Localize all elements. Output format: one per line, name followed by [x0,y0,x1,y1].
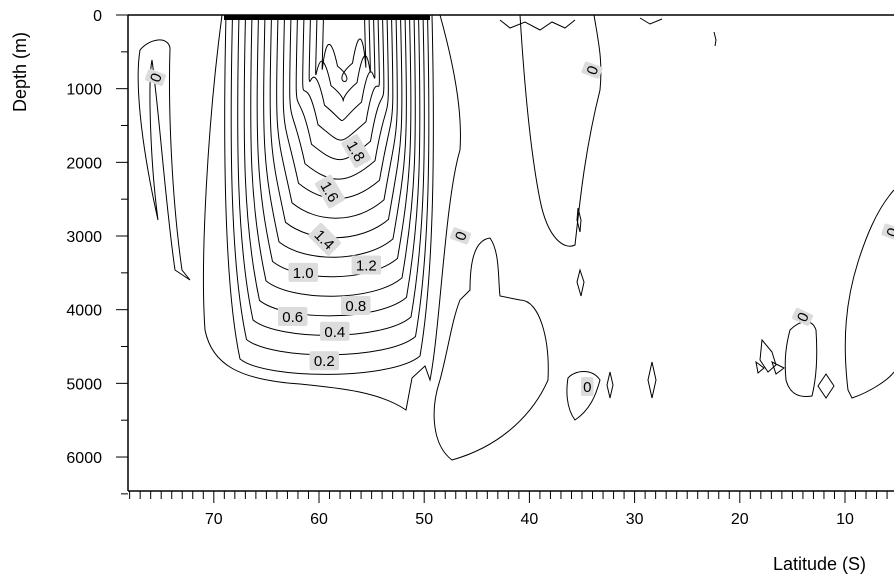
tick-labels: 70 60 50 40 30 20 10 0 1000 2000 3000 4000 5000 6000 [66,8,854,528]
x-tick-label: 30 [626,511,644,528]
contour-label: 0.6 [277,307,308,327]
contour-label-bg [581,377,594,397]
x-axis-title: Latitude (S) [773,554,866,574]
x-tick-label: 20 [731,511,749,528]
y-tick-label: 3000 [66,229,102,246]
contour-line [224,14,434,375]
contour-line-zero [713,31,717,47]
x-tick-label: 60 [310,511,328,528]
contour-line-zero [499,19,576,31]
contour-label-bg [288,262,318,282]
contour-label-text: 0.4 [324,324,345,341]
contour-label-text: 0.2 [314,353,335,370]
contour-label: 0.8 [341,295,371,315]
contour-line [289,14,389,180]
contour-line-zero [606,371,614,399]
contour-label: 0 [791,307,814,326]
contour-line [308,14,376,122]
contour-label: 0 [881,223,894,241]
x-tick-label: 50 [415,511,433,528]
contour-line-zero [784,321,818,398]
contour-label-bg [320,321,350,341]
contour-line [315,14,371,102]
contour-line-zero [817,373,835,399]
contour-label-text: 0.6 [282,309,303,326]
contour-line-zero [771,361,785,375]
contour-label: 0 [144,68,166,87]
tick-marks [116,14,888,503]
contour-label-bg [791,307,814,326]
contour-line [263,14,407,258]
contour-line-zero [433,237,549,461]
contour-line-zero [759,338,777,373]
contour-line-zero [576,268,585,297]
contour-line-zero [203,14,461,411]
contour-line-zero [576,207,582,233]
contour-line [256,14,412,278]
contour-label-bg [341,295,371,315]
contour-label-bg [351,255,382,275]
y-tick-label: 6000 [66,450,102,467]
contour-label-text: 1.0 [293,265,314,282]
contour-label: 0.2 [309,351,340,371]
contour-line-zero [519,14,602,247]
contour-line [250,14,416,297]
contour-line [321,14,367,82]
y-tick-label: 2000 [66,155,102,172]
y-tick-label: 1000 [66,82,102,99]
contour-label-text: 0.8 [345,298,366,315]
contour-line [282,14,394,200]
contour-line [295,14,385,161]
contour-label-bg [308,223,341,256]
surface-band [224,15,430,20]
contour-label: 0.4 [320,321,350,341]
contour-label-bg [277,307,308,327]
x-tick-label: 70 [205,511,223,528]
contour-line [276,14,398,219]
contour-label-bg [450,227,472,245]
contour-label-text: 0 [883,226,894,240]
contour-label: 1.4 [308,223,341,256]
contour-label-bg [309,351,340,371]
contour-line-zero [566,371,601,421]
contour-label-bg [144,68,166,87]
x-tick-label: 40 [521,511,539,528]
contour-label-text: 0 [583,379,591,396]
contour-label: 1.2 [351,255,382,275]
y-tick-label: 5000 [66,376,102,393]
contour-line-zero [647,361,657,399]
x-tick-label: 10 [836,511,854,528]
contour-line [243,14,421,317]
contour-label: 1.0 [288,262,318,282]
contour-label-bg [315,174,345,209]
contour-label: 0 [581,61,603,79]
y-axis-title: Depth (m) [10,32,30,112]
y-tick-label: 4000 [66,303,102,320]
contour-label-text: 1.2 [356,257,377,274]
y-tick-label: 0 [93,8,102,25]
contour-line-zero [639,17,663,25]
contour-line-zero [137,39,191,281]
contour-label-bg [881,223,894,241]
contour-lines [137,14,894,461]
contour-line-zero [755,360,765,374]
contour-label: 0 [581,377,594,397]
contour-line [302,14,380,141]
contour-label: 0 [450,227,472,245]
contour-label-bg [341,134,372,168]
contour-label-bg [581,61,603,79]
contour-line-zero [844,189,894,399]
